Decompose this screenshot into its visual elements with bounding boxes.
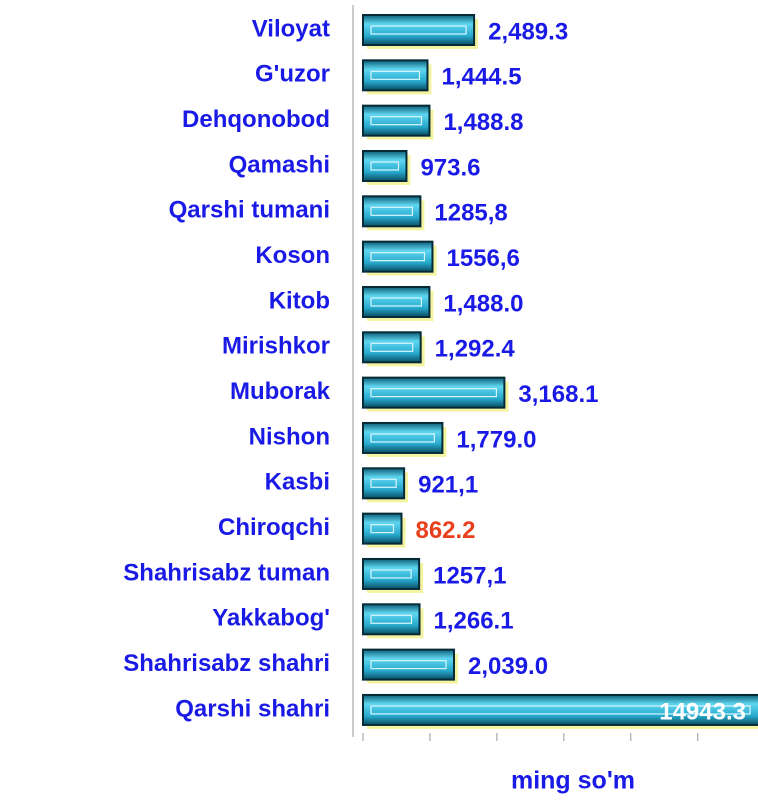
category-label: G'uzor: [255, 61, 330, 88]
bar-inner: [370, 705, 751, 715]
category-label: Qamashi: [229, 151, 330, 178]
bar: [362, 240, 434, 273]
category-label: Yakkabog': [212, 605, 330, 632]
bar: [362, 149, 408, 182]
value-label: 862.2: [415, 517, 475, 544]
bar-inner: [370, 70, 421, 80]
bar: [362, 195, 422, 228]
category-label: Kasbi: [265, 469, 330, 496]
category-label: Nishon: [249, 423, 330, 450]
bar: [362, 467, 406, 500]
category-label: Viloyat: [252, 15, 330, 42]
bar-inner: [370, 252, 426, 262]
bar: [362, 14, 476, 46]
bar-inner: [370, 614, 413, 624]
bar: [362, 512, 403, 545]
category-label: Chiroqchi: [218, 514, 330, 541]
bar-inner: [370, 388, 498, 398]
bar: [362, 693, 758, 726]
value-label: 2,489.3: [488, 18, 568, 45]
category-label: Koson: [255, 242, 330, 269]
bar: [362, 59, 429, 92]
value-label: 14943.3: [659, 698, 746, 725]
value-label: 2,039.0: [468, 653, 548, 680]
bar-inner: [370, 478, 397, 488]
bar: [362, 557, 421, 590]
value-label: 1,292.4: [435, 336, 516, 363]
bar-inner: [370, 116, 423, 126]
value-label: 1,779.0: [456, 426, 536, 453]
value-label: 973.6: [420, 154, 480, 181]
bar-inner: [370, 660, 447, 670]
value-label: 3,168.1: [518, 381, 598, 408]
category-label: Shahrisabz shahri: [123, 650, 330, 677]
category-label: Muborak: [230, 378, 331, 405]
bar: [362, 285, 431, 318]
bar: [362, 603, 421, 636]
value-label: 1,444.5: [441, 64, 521, 91]
category-label: Mirishkor: [222, 333, 330, 360]
category-label: Dehqonobod: [182, 106, 330, 133]
category-label: Shahrisabz tuman: [123, 559, 330, 586]
value-label: 1,266.1: [434, 608, 514, 635]
value-label: 1257,1: [433, 562, 506, 589]
category-label: Kitob: [269, 287, 330, 314]
bar: [362, 421, 444, 454]
bar: [362, 376, 506, 409]
bar: [362, 331, 422, 364]
bar-inner: [370, 433, 436, 443]
value-label: 921,1: [418, 472, 478, 499]
category-label: Qarshi tumani: [169, 197, 330, 224]
value-label: 1285,8: [434, 200, 507, 227]
bar-inner: [370, 297, 423, 307]
category-label: Qarshi shahri: [175, 695, 330, 722]
x-axis-label: ming so'm: [511, 767, 635, 795]
bar: [362, 648, 456, 681]
bar-inner: [370, 161, 400, 171]
bar-inner: [370, 25, 467, 35]
value-label: 1556,6: [446, 245, 519, 272]
bar-inner: [370, 524, 395, 534]
value-label: 1,488.0: [443, 290, 523, 317]
bar-inner: [370, 206, 413, 216]
bar-inner: [370, 342, 414, 352]
value-label: 1,488.8: [443, 109, 523, 136]
bar: [362, 104, 431, 137]
bar-inner: [370, 569, 412, 579]
